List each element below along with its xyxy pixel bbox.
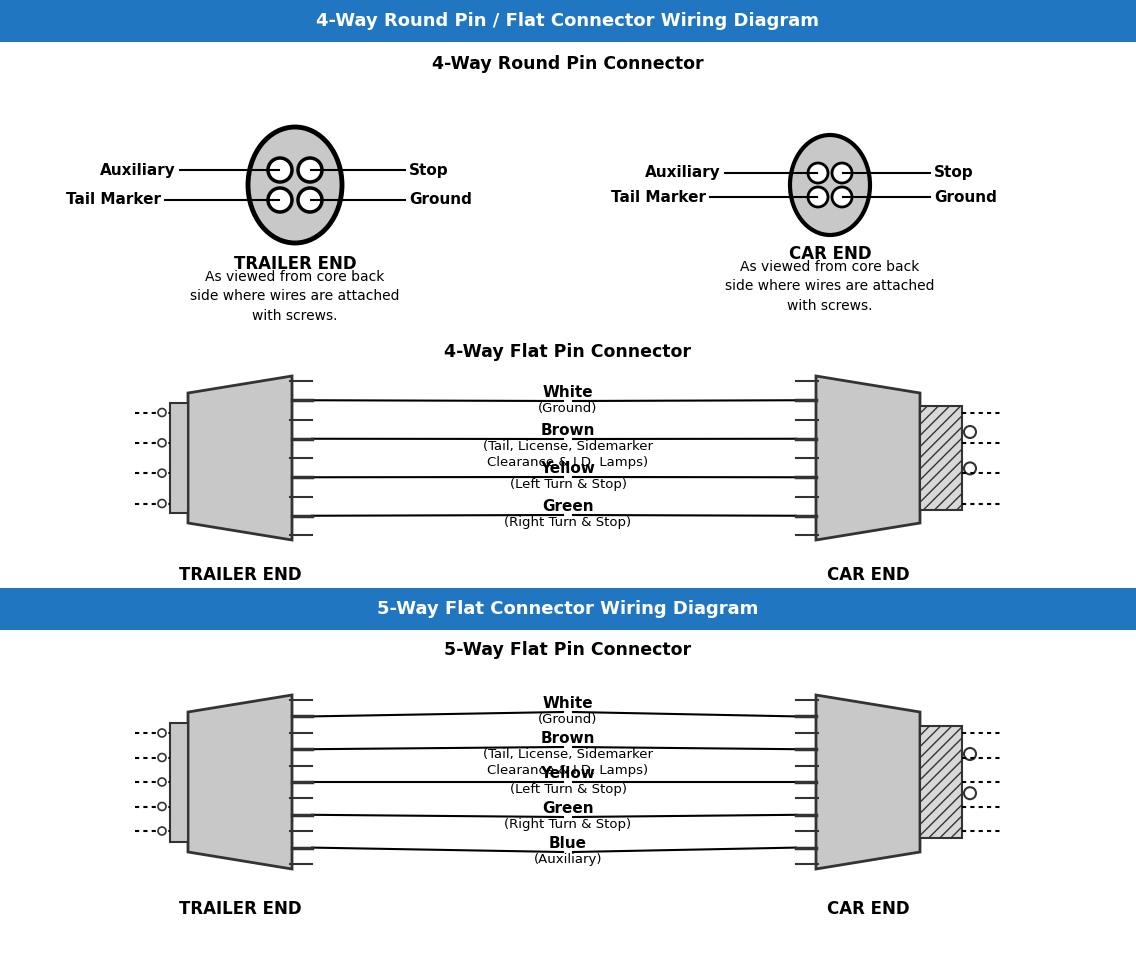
Text: White: White — [543, 696, 593, 711]
Polygon shape — [187, 695, 292, 869]
Text: Ground: Ground — [409, 192, 471, 208]
Bar — [920, 726, 962, 838]
Circle shape — [268, 158, 292, 182]
Polygon shape — [187, 376, 292, 540]
Circle shape — [158, 500, 166, 507]
Circle shape — [158, 439, 166, 447]
Text: (Tail, License, Sidemarker
Clearance & I.D. Lamps): (Tail, License, Sidemarker Clearance & I… — [483, 748, 653, 777]
Polygon shape — [816, 695, 920, 869]
Circle shape — [158, 729, 166, 737]
Text: TRAILER END: TRAILER END — [234, 255, 357, 273]
Text: CAR END: CAR END — [827, 566, 909, 584]
Text: 4-Way Round Pin / Flat Connector Wiring Diagram: 4-Way Round Pin / Flat Connector Wiring … — [317, 12, 819, 30]
Circle shape — [964, 462, 976, 475]
Text: Green: Green — [542, 499, 594, 514]
Text: Ground: Ground — [934, 189, 997, 205]
Text: Tail Marker: Tail Marker — [66, 192, 161, 208]
Text: (Left Turn & Stop): (Left Turn & Stop) — [510, 783, 626, 796]
Text: (Tail, License, Sidemarker
Clearance & I.D. Lamps): (Tail, License, Sidemarker Clearance & I… — [483, 440, 653, 469]
Circle shape — [808, 187, 828, 207]
Text: 4-Way Round Pin Connector: 4-Way Round Pin Connector — [432, 55, 704, 73]
Circle shape — [158, 469, 166, 478]
Circle shape — [158, 408, 166, 416]
Circle shape — [158, 802, 166, 810]
Text: Tail Marker: Tail Marker — [611, 189, 705, 205]
Text: Stop: Stop — [934, 165, 974, 181]
Text: Stop: Stop — [409, 162, 449, 178]
Text: Blue: Blue — [549, 836, 587, 851]
Text: 4-Way Flat Pin Connector: 4-Way Flat Pin Connector — [444, 343, 692, 361]
Circle shape — [964, 787, 976, 800]
Text: Brown: Brown — [541, 731, 595, 746]
Text: Yellow: Yellow — [541, 461, 595, 476]
Text: Auxiliary: Auxiliary — [100, 162, 176, 178]
Text: Yellow: Yellow — [541, 766, 595, 781]
Circle shape — [832, 187, 852, 207]
Text: (Right Turn & Stop): (Right Turn & Stop) — [504, 818, 632, 831]
Bar — [170, 403, 187, 513]
Text: As viewed from core back
side where wires are attached
with screws.: As viewed from core back side where wire… — [190, 270, 400, 323]
Circle shape — [298, 188, 321, 212]
Ellipse shape — [790, 135, 870, 235]
Text: (Left Turn & Stop): (Left Turn & Stop) — [510, 478, 626, 491]
Circle shape — [158, 753, 166, 761]
Circle shape — [298, 158, 321, 182]
Circle shape — [808, 163, 828, 183]
Polygon shape — [816, 376, 920, 540]
Bar — [0, 0, 1136, 42]
Text: (Auxiliary): (Auxiliary) — [534, 853, 602, 866]
Text: As viewed from core back
side where wires are attached
with screws.: As viewed from core back side where wire… — [725, 260, 935, 313]
Text: (Ground): (Ground) — [538, 713, 598, 726]
Text: CAR END: CAR END — [827, 900, 909, 918]
Text: Brown: Brown — [541, 423, 595, 438]
Text: TRAILER END: TRAILER END — [178, 900, 301, 918]
Text: 5-Way Flat Connector Wiring Diagram: 5-Way Flat Connector Wiring Diagram — [377, 600, 759, 618]
Circle shape — [158, 778, 166, 786]
Text: CAR END: CAR END — [788, 245, 871, 263]
Text: (Ground): (Ground) — [538, 402, 598, 415]
Text: Green: Green — [542, 801, 594, 816]
Circle shape — [158, 827, 166, 835]
Bar — [170, 723, 187, 842]
Circle shape — [964, 426, 976, 438]
Circle shape — [268, 188, 292, 212]
Bar — [920, 406, 962, 510]
Text: TRAILER END: TRAILER END — [178, 566, 301, 584]
Ellipse shape — [248, 127, 342, 243]
Text: White: White — [543, 385, 593, 400]
Circle shape — [832, 163, 852, 183]
Circle shape — [964, 748, 976, 760]
Text: (Right Turn & Stop): (Right Turn & Stop) — [504, 516, 632, 529]
Bar — [0, 588, 1136, 630]
Text: 5-Way Flat Pin Connector: 5-Way Flat Pin Connector — [444, 641, 692, 659]
Text: Auxiliary: Auxiliary — [645, 165, 721, 181]
